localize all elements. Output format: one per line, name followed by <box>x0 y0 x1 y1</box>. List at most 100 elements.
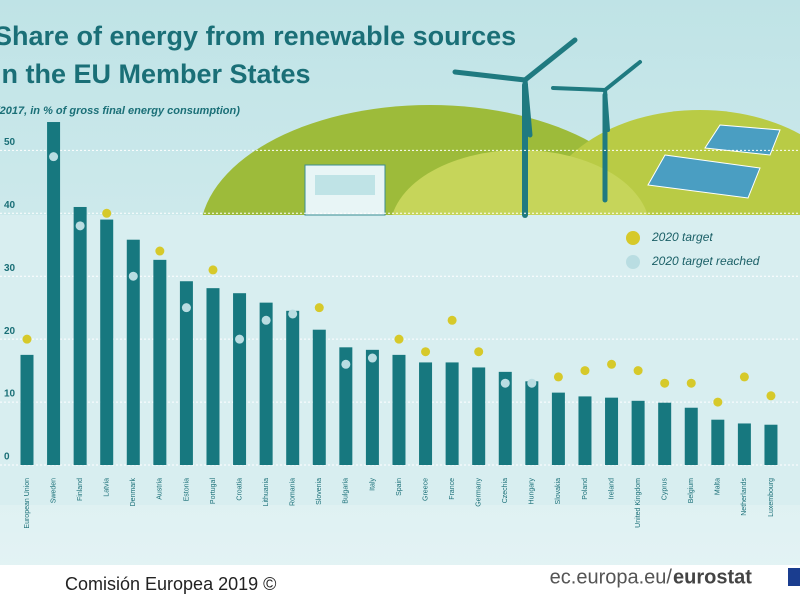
target-marker <box>49 152 59 162</box>
target-marker <box>766 391 776 401</box>
target-marker <box>181 303 191 313</box>
bar <box>551 392 565 465</box>
x-tick-label: Spain <box>396 478 403 496</box>
chart-subtitle: (2017, in % of gross final energy consum… <box>0 105 240 117</box>
target-marker <box>713 397 723 407</box>
target-marker <box>367 353 377 363</box>
x-tick-label: Croatia <box>236 478 243 501</box>
x-tick-label: Latvia <box>104 478 111 497</box>
bar <box>47 122 61 465</box>
bar <box>445 362 459 465</box>
bar <box>312 329 326 465</box>
footer-brand: eurostat <box>673 566 752 588</box>
bar <box>20 354 34 465</box>
logo <box>788 568 800 586</box>
bar <box>339 347 353 465</box>
footer-band <box>0 565 800 600</box>
building-window <box>315 175 375 195</box>
y-tick-label: 30 <box>4 263 16 274</box>
footer-credit: Comisión Europea 2019 © <box>65 574 276 594</box>
x-tick-label: Austria <box>157 478 164 500</box>
legend-marker <box>626 255 640 269</box>
bar <box>100 219 114 465</box>
legend-label: 2020 target <box>651 230 713 244</box>
target-marker <box>235 334 245 344</box>
y-tick-label: 0 <box>4 452 10 463</box>
bar <box>259 302 273 465</box>
target-marker <box>22 334 32 344</box>
target-marker <box>553 372 563 382</box>
y-tick-label: 20 <box>4 326 16 337</box>
x-tick-label: Slovakia <box>555 478 562 505</box>
bar <box>605 397 619 465</box>
legend-label: 2020 target reached <box>651 254 760 268</box>
x-tick-label: Greece <box>422 478 429 501</box>
target-marker <box>394 334 404 344</box>
target-marker <box>580 366 590 376</box>
target-marker <box>500 378 510 388</box>
y-tick-label: 50 <box>4 137 16 148</box>
bar <box>153 259 167 465</box>
target-marker <box>633 366 643 376</box>
bar <box>206 288 220 465</box>
x-tick-label: Slovenia <box>316 478 323 505</box>
target-marker <box>75 221 85 231</box>
bar <box>73 206 87 465</box>
target-marker <box>474 347 484 357</box>
y-tick-label: 40 <box>4 200 16 211</box>
target-marker <box>288 309 298 319</box>
bar <box>684 407 698 465</box>
x-tick-label: Italy <box>369 478 376 491</box>
bar <box>419 362 433 465</box>
x-tick-label: Cyprus <box>662 478 669 501</box>
bar <box>286 310 300 465</box>
x-tick-label: Lithuania <box>263 478 270 507</box>
x-tick-label: Bulgaria <box>343 478 350 504</box>
x-tick-label: Hungary <box>529 478 536 505</box>
x-tick-label: Estonia <box>183 478 190 501</box>
target-marker <box>739 372 749 382</box>
x-tick-label: France <box>449 478 456 500</box>
bar <box>631 400 645 465</box>
bar <box>472 367 486 465</box>
bar <box>658 402 672 465</box>
footer-url: ec.europa.eu/ <box>550 566 673 588</box>
x-tick-label: Malta <box>715 478 722 495</box>
target-marker <box>421 347 431 357</box>
target-marker <box>660 378 670 388</box>
legend-marker <box>626 231 640 245</box>
target-marker <box>607 359 617 369</box>
x-tick-label: Ireland <box>608 478 615 500</box>
target-marker <box>208 265 218 275</box>
x-tick-label: Romania <box>290 478 297 506</box>
x-tick-label: Poland <box>582 478 589 500</box>
target-marker <box>155 246 165 256</box>
bar <box>392 354 406 465</box>
x-tick-label: Netherlands <box>741 478 748 516</box>
bar <box>179 281 193 465</box>
bar <box>365 349 379 465</box>
bar <box>764 424 778 465</box>
windmill <box>452 37 642 218</box>
bar <box>711 419 725 465</box>
bar <box>126 239 140 465</box>
target-marker <box>447 315 457 325</box>
x-tick-label: Portugal <box>210 478 217 505</box>
bar <box>233 293 247 465</box>
target-marker <box>128 271 138 281</box>
x-tick-label: Czechia <box>502 478 509 503</box>
y-tick-label: 10 <box>4 389 16 400</box>
target-marker <box>102 208 112 218</box>
x-tick-label: United Kingdom <box>635 478 642 528</box>
bar <box>498 371 512 465</box>
target-marker <box>314 303 324 313</box>
bar <box>737 423 751 465</box>
x-tick-label: Sweden <box>50 478 57 503</box>
chart-title: in the EU Member States <box>0 59 311 89</box>
x-tick-label: Germany <box>476 478 483 507</box>
bar <box>525 381 539 465</box>
solar-panel <box>647 124 781 199</box>
x-tick-label: Belgium <box>688 478 695 503</box>
